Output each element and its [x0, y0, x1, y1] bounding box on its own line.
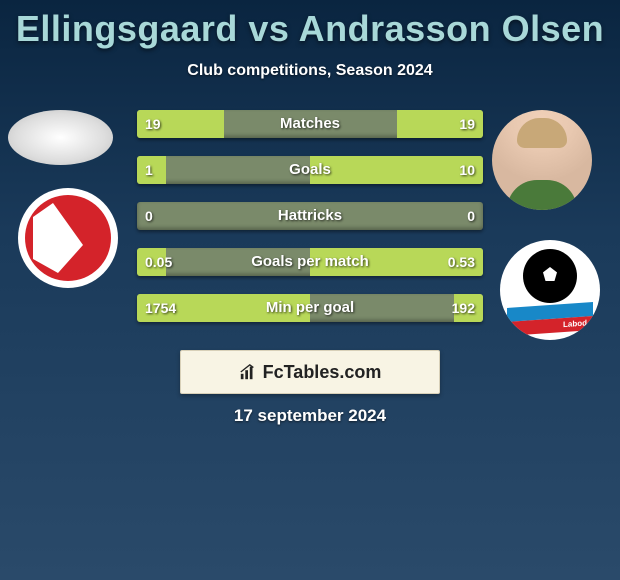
player-left-avatar — [8, 110, 113, 165]
stat-label: Hattricks — [137, 202, 483, 230]
player-right-avatar — [492, 110, 592, 210]
stat-label: Min per goal — [137, 294, 483, 322]
club-left-badge — [18, 188, 118, 288]
stat-row: 110Goals — [137, 156, 483, 184]
stat-label: Goals per match — [137, 248, 483, 276]
page-title: Ellingsgaard vs Andrasson Olsen — [0, 0, 620, 50]
bar-chart-icon — [239, 363, 257, 381]
club-right-badge: Labod — [500, 240, 600, 340]
club-right-ball-icon — [523, 249, 577, 303]
brand-text: FcTables.com — [263, 362, 382, 383]
stat-row: 00Hattricks — [137, 202, 483, 230]
club-left-badge-inner — [25, 195, 111, 281]
page-subtitle: Club competitions, Season 2024 — [0, 62, 620, 80]
stat-row: 1919Matches — [137, 110, 483, 138]
brand-box: FcTables.com — [180, 350, 440, 394]
date-text: 17 september 2024 — [0, 406, 620, 426]
club-right-badge-inner: Labod — [507, 247, 593, 333]
stat-row: 1754192Min per goal — [137, 294, 483, 322]
stat-label: Goals — [137, 156, 483, 184]
stat-label: Matches — [137, 110, 483, 138]
stat-bars-container: 1919Matches 110Goals 00Hattricks 0.050.53Go… — [137, 110, 483, 340]
stats-area: Labod 1919Matches 110Goals 00Hattricks 0.05… — [0, 110, 620, 370]
stat-row: 0.050.53Goals per match — [137, 248, 483, 276]
